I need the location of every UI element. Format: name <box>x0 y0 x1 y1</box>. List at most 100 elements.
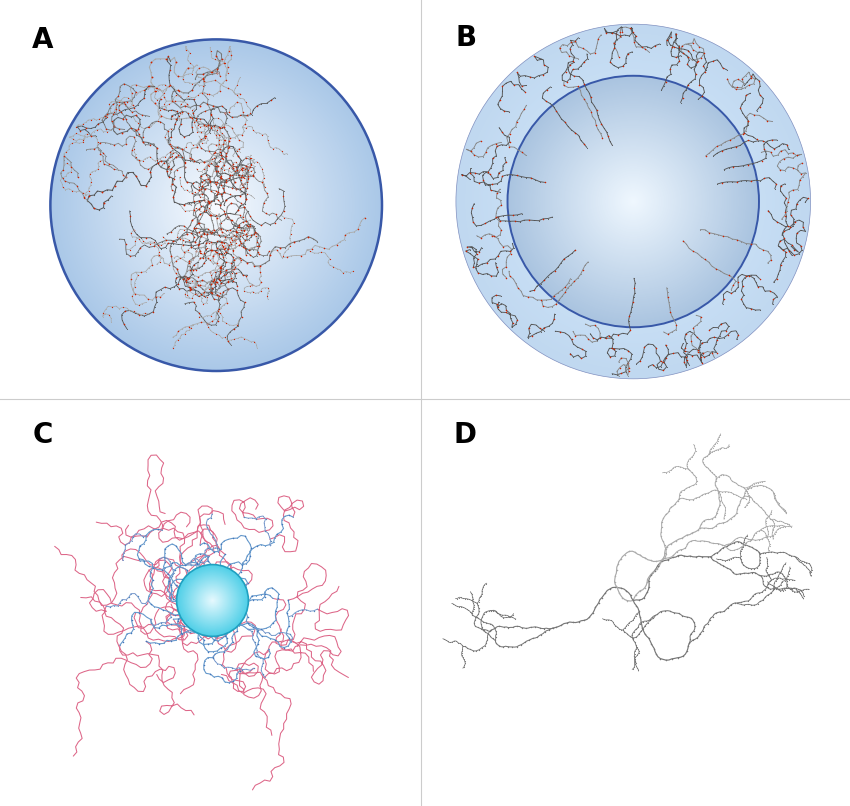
Circle shape <box>536 104 731 299</box>
Circle shape <box>192 580 233 621</box>
Circle shape <box>208 596 217 605</box>
Text: B: B <box>456 24 477 52</box>
Circle shape <box>110 99 322 311</box>
Circle shape <box>575 143 692 260</box>
Circle shape <box>580 148 687 255</box>
Circle shape <box>564 132 702 271</box>
Circle shape <box>199 587 226 614</box>
Circle shape <box>513 81 754 322</box>
Text: C: C <box>33 421 54 449</box>
Circle shape <box>135 124 297 286</box>
Circle shape <box>521 89 745 314</box>
Circle shape <box>211 200 222 210</box>
Circle shape <box>178 566 247 635</box>
Circle shape <box>194 582 231 619</box>
Circle shape <box>79 69 354 343</box>
Circle shape <box>574 142 693 261</box>
Circle shape <box>518 86 749 317</box>
Circle shape <box>598 166 669 237</box>
Circle shape <box>181 170 252 240</box>
Circle shape <box>105 94 326 316</box>
Circle shape <box>502 71 764 332</box>
Circle shape <box>491 60 775 343</box>
Circle shape <box>553 122 713 281</box>
Circle shape <box>618 186 649 217</box>
Circle shape <box>538 106 728 297</box>
Circle shape <box>178 167 255 244</box>
Circle shape <box>129 118 303 293</box>
Circle shape <box>530 98 737 305</box>
Circle shape <box>183 172 249 239</box>
Circle shape <box>531 100 735 303</box>
Circle shape <box>119 108 314 302</box>
Circle shape <box>205 593 220 608</box>
Circle shape <box>540 108 727 295</box>
Circle shape <box>78 67 354 343</box>
Circle shape <box>167 156 266 255</box>
Circle shape <box>58 47 374 364</box>
Circle shape <box>601 169 666 234</box>
Circle shape <box>184 572 241 629</box>
Circle shape <box>94 82 339 328</box>
Circle shape <box>201 589 224 612</box>
Circle shape <box>547 115 719 288</box>
Circle shape <box>182 570 243 631</box>
Circle shape <box>533 101 734 302</box>
Circle shape <box>186 176 246 235</box>
Circle shape <box>60 49 372 361</box>
Circle shape <box>583 152 683 251</box>
Circle shape <box>212 202 219 209</box>
Circle shape <box>512 80 755 323</box>
Circle shape <box>190 578 235 623</box>
Circle shape <box>202 591 223 610</box>
Circle shape <box>614 181 653 222</box>
Circle shape <box>630 198 637 205</box>
Circle shape <box>91 81 341 330</box>
Circle shape <box>567 135 700 268</box>
Circle shape <box>172 161 260 249</box>
Circle shape <box>520 89 746 314</box>
Circle shape <box>534 102 733 301</box>
Circle shape <box>88 77 344 334</box>
Circle shape <box>177 564 248 637</box>
Circle shape <box>168 158 264 253</box>
Circle shape <box>531 100 735 304</box>
Circle shape <box>206 594 219 607</box>
Circle shape <box>74 63 359 347</box>
Circle shape <box>627 195 639 208</box>
Circle shape <box>207 195 226 215</box>
Circle shape <box>141 130 292 280</box>
Circle shape <box>582 151 684 252</box>
Circle shape <box>467 35 800 368</box>
Circle shape <box>191 580 234 621</box>
Circle shape <box>628 196 638 207</box>
Circle shape <box>166 154 267 256</box>
Circle shape <box>194 183 238 227</box>
Circle shape <box>563 131 704 272</box>
Circle shape <box>150 139 282 272</box>
Circle shape <box>542 110 724 293</box>
Circle shape <box>105 93 328 317</box>
Circle shape <box>606 174 660 229</box>
Circle shape <box>144 132 289 278</box>
Circle shape <box>130 119 303 292</box>
Circle shape <box>190 179 243 231</box>
Circle shape <box>124 114 308 297</box>
Circle shape <box>184 571 241 629</box>
Circle shape <box>211 599 214 602</box>
Circle shape <box>128 117 304 293</box>
Circle shape <box>202 590 223 611</box>
Circle shape <box>138 127 295 284</box>
Circle shape <box>140 129 292 281</box>
Circle shape <box>116 106 315 305</box>
Circle shape <box>187 575 238 625</box>
Circle shape <box>153 142 279 268</box>
Circle shape <box>598 167 668 236</box>
Circle shape <box>194 582 231 619</box>
Circle shape <box>611 180 655 223</box>
Circle shape <box>537 105 729 298</box>
Circle shape <box>524 93 742 310</box>
Circle shape <box>473 42 793 361</box>
Circle shape <box>209 597 216 604</box>
Circle shape <box>494 62 773 341</box>
